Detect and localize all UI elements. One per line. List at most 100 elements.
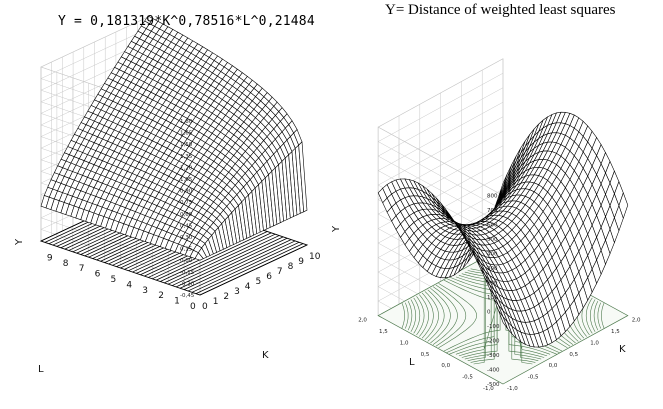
right-contour-line (593, 300, 599, 331)
left-y-tick-label: 9 (47, 253, 53, 263)
left-z-tick-label: -0,30 (180, 281, 195, 287)
right-x-tick-label: 0,5 (569, 352, 578, 358)
right-y-tick-label: 1,0 (400, 340, 409, 346)
right-contour-line (585, 297, 593, 334)
left-z-tick-label: 0,30 (180, 235, 193, 241)
left-floor-line (160, 231, 268, 282)
right-contour-line (435, 284, 467, 347)
right-contour-line (410, 299, 416, 332)
right-contour-line (470, 268, 495, 363)
right-x-tick-label: 1,0 (590, 340, 599, 346)
right-z-tick-label: -400 (487, 368, 500, 374)
left-y-tick-label: 2 (158, 291, 164, 301)
left-x-tick-label: 5 (256, 277, 262, 287)
right-contour-line (443, 279, 501, 352)
left-z-tick-label: 1,20 (180, 165, 193, 171)
right-x-axis-label: K (619, 344, 626, 355)
left-x-axis-label: K (262, 350, 269, 361)
right-z-tick-label: -500 (487, 382, 500, 388)
left-surface-cell (298, 141, 308, 213)
left-z-tick-label: -0,15 (180, 270, 195, 276)
right-contour-line (405, 302, 409, 329)
right-x-tick-label: 0,0 (549, 363, 558, 369)
left-z-tick-label: 1,05 (180, 177, 193, 183)
right-x-tick-label: 1,5 (611, 329, 620, 335)
left-z-tick-label: 1,65 (180, 131, 193, 137)
left-x-tick-label: 4 (245, 282, 251, 292)
right-contour-line (432, 286, 458, 345)
left-chart-panel: 1,80 1,65 1,50 1,35 1,20 1,05 0,90 0,75 0,60 0,45… (0, 0, 322, 409)
left-z-axis-label: Y (14, 238, 25, 246)
right-z-tick-label: 400 (487, 252, 498, 258)
left-surface-plot: 1,80 1,65 1,50 1,35 1,20 1,05 0,90 0,75 0,60 0,45… (14, 15, 321, 375)
left-y-tick-label: 5 (111, 275, 117, 285)
left-floor-line (172, 235, 280, 286)
right-z-tick-label: -300 (487, 353, 500, 359)
left-floor-line (168, 233, 276, 285)
left-x-tick-label: 1 (213, 297, 219, 307)
right-chart-title: Y= Distance of weighted least squares (385, 2, 616, 18)
left-z-tick-label: 0,15 (180, 247, 193, 253)
right-z-tick-label: 500 (487, 237, 498, 243)
left-x-tick-label: 9 (298, 257, 304, 267)
left-x-tick-label: 0 (202, 302, 208, 312)
left-y-axis-label: L (38, 364, 44, 375)
right-y-tick-label: -1,0 (483, 386, 494, 392)
right-z-tick-label: 700 (487, 208, 498, 214)
right-contour-line (416, 296, 425, 336)
right-y-tick-label: 1,5 (379, 329, 388, 335)
right-contour-line (413, 297, 421, 334)
right-x-tick-label: 2,0 (632, 318, 641, 324)
right-contour-line (424, 291, 439, 341)
right-contour-line (464, 271, 492, 360)
left-floor-line (175, 236, 284, 288)
right-contour-line (597, 302, 601, 329)
right-z-tick-label: 200 (487, 281, 498, 287)
right-contour-line (467, 270, 486, 361)
left-y-tick-label: 7 (79, 264, 85, 274)
left-z-tick-label: 1,50 (180, 142, 193, 148)
left-floor-line (191, 241, 300, 293)
right-surface-cell (498, 310, 508, 329)
right-contour-line (601, 302, 605, 329)
right-contour-line (419, 294, 429, 337)
right-contour-line (407, 300, 413, 331)
left-z-tick-label: 0,60 (180, 212, 193, 218)
left-x-tick-label: 7 (277, 267, 283, 277)
left-z-tick-label: 0,45 (180, 223, 193, 229)
right-y-tick-label: 0,5 (421, 352, 430, 358)
right-y-tick-label: 0,0 (441, 363, 450, 369)
left-x-tick-label: 3 (234, 287, 240, 297)
left-y-tick-label: 1 (174, 297, 180, 307)
left-tick-labels: 1,80 1,65 1,50 1,35 1,20 1,05 0,90 0,75 0,60 0,45… (47, 119, 321, 312)
right-y-axis-label: L (409, 357, 415, 368)
right-z-tick-label: -100 (487, 324, 500, 330)
left-y-tick-label: 0 (190, 302, 196, 312)
right-z-tick-label: 800 (487, 194, 498, 200)
right-surface-mesh (377, 111, 629, 348)
right-contour-line (401, 302, 405, 329)
left-surface-mesh (40, 15, 308, 261)
right-x-tick-label: -0,5 (528, 375, 539, 381)
right-contour-line (421, 292, 434, 339)
right-z-tick-label: 600 (487, 223, 498, 229)
left-z-tick-label: -0,45 (180, 293, 195, 299)
left-floor-line (195, 243, 304, 295)
left-floor-line (183, 239, 292, 290)
right-z-axis-label: Y (331, 225, 342, 233)
right-y-tick-label: 2,0 (358, 318, 367, 324)
right-contour-line (589, 299, 596, 332)
right-contour-line (473, 268, 485, 365)
left-x-tick-label: 2 (223, 292, 229, 302)
right-y-tick-label: -0,5 (462, 375, 473, 381)
right-z-tick-label: 0 (487, 310, 491, 316)
right-surface-plot: 800 700 600 500 400 300 200 100 0 -100 -200 -300 -40… (331, 58, 641, 392)
left-y-tick-label: 8 (63, 259, 69, 269)
right-z-tick-label: 100 (487, 295, 498, 301)
left-z-tick-label: 1,80 (180, 119, 193, 125)
left-y-tick-label: 4 (126, 280, 132, 290)
left-y-tick-label: 3 (142, 286, 148, 296)
right-contour-line (427, 289, 445, 342)
right-contour-line (430, 287, 451, 344)
left-y-tick-label: 6 (95, 270, 101, 280)
